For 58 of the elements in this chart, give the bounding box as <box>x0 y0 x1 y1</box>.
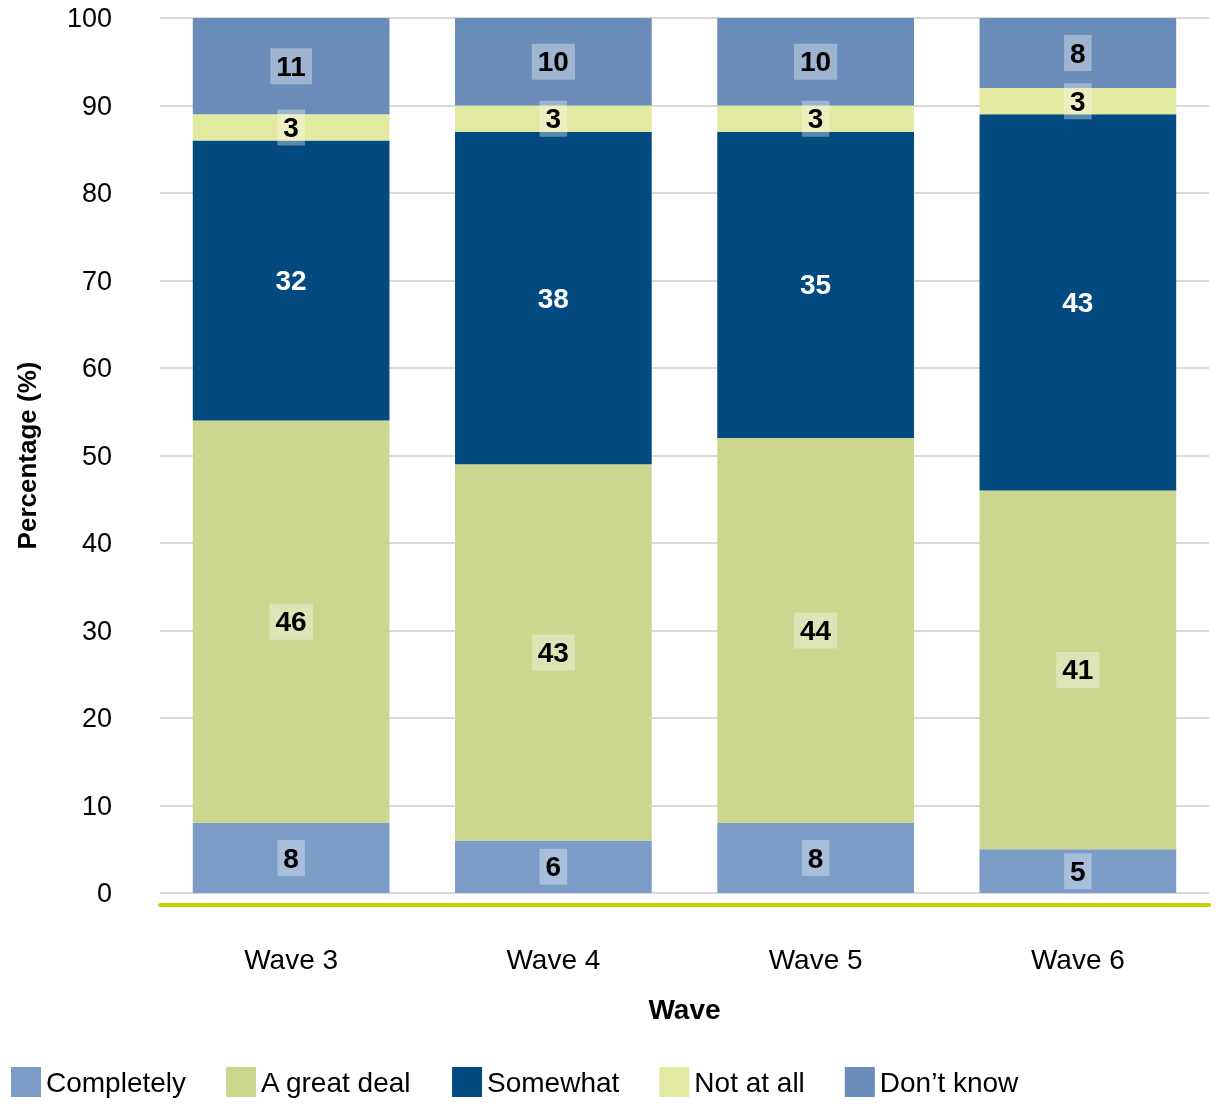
data-label: 32 <box>275 265 307 296</box>
y-tick-label: 40 <box>81 528 112 558</box>
y-tick-label: 10 <box>81 790 112 821</box>
data-label: 5 <box>1070 855 1086 887</box>
data-label: 3 <box>545 103 562 135</box>
y-tick-label: 30 <box>81 615 112 646</box>
bar <box>717 18 914 106</box>
data-label: 3 <box>283 111 299 143</box>
data-label: 11 <box>276 50 306 82</box>
data-label: 10 <box>800 46 832 78</box>
data-label: 46 <box>275 606 307 638</box>
bar <box>717 438 914 823</box>
bar <box>455 464 652 841</box>
bar <box>455 18 652 106</box>
data-label: 10 <box>537 46 569 78</box>
bar <box>979 18 1177 88</box>
legend-label: Completely <box>46 1066 187 1098</box>
y-axis-title: Percentage (%) <box>12 361 42 550</box>
y-tick-label: 50 <box>81 440 112 471</box>
bar <box>192 140 390 421</box>
data-label: 3 <box>1070 85 1086 117</box>
data-label: 8 <box>1070 37 1086 69</box>
legend-label: Somewhat <box>487 1066 620 1098</box>
data-label: 43 <box>537 636 569 668</box>
legend-label: Not at all <box>694 1066 805 1098</box>
bar <box>455 840 652 893</box>
x-tick-label: Wave 5 <box>768 943 863 975</box>
bar <box>192 823 390 893</box>
data-label: 8 <box>283 842 299 874</box>
y-tick-label: 0 <box>96 878 112 908</box>
data-label: 6 <box>545 851 562 883</box>
bar <box>979 849 1177 893</box>
bar <box>455 131 652 465</box>
data-label: 35 <box>800 269 832 301</box>
y-tick-label: 60 <box>81 353 112 383</box>
legend-label: Don’t know <box>879 1066 1020 1098</box>
data-label: 41 <box>1062 654 1094 686</box>
bar <box>979 490 1177 850</box>
bar <box>717 131 914 438</box>
y-tick-label: 100 <box>66 3 112 33</box>
x-tick-label: Wave 3 <box>244 943 339 975</box>
x-tick-label: Wave 4 <box>506 943 601 975</box>
data-label: 3 <box>807 103 824 135</box>
x-axis-title: Wave <box>648 993 721 1025</box>
bar <box>979 114 1177 491</box>
y-tick-label: 90 <box>81 90 112 121</box>
data-label: 8 <box>807 842 824 874</box>
y-tick-label: 20 <box>81 703 112 733</box>
data-label: 38 <box>537 282 569 314</box>
legend-label: A great deal <box>261 1066 411 1098</box>
bar <box>192 18 390 115</box>
y-tick-label: 70 <box>81 265 112 296</box>
y-tick-label: 80 <box>81 178 112 208</box>
bar <box>717 823 914 893</box>
data-label: 43 <box>1062 286 1094 318</box>
bar <box>192 420 390 823</box>
x-tick-label: Wave 6 <box>1030 943 1125 975</box>
data-label: 44 <box>800 615 832 646</box>
